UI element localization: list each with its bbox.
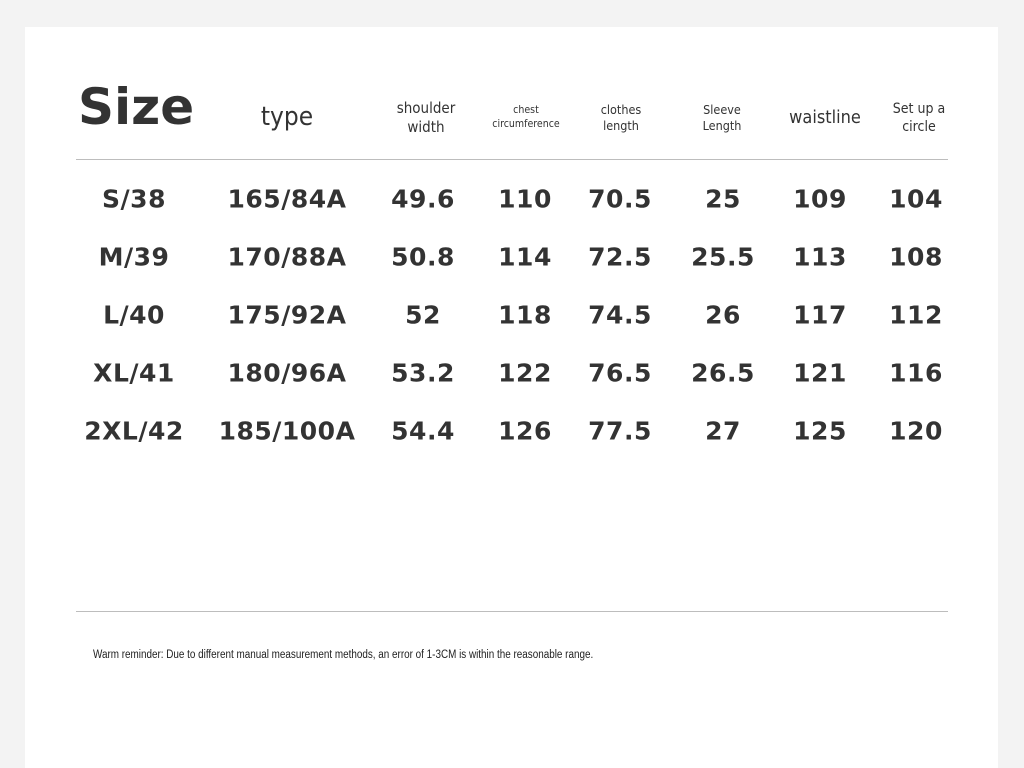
table-cell: 175/92A [227, 300, 347, 330]
table-cell: 116 [889, 358, 943, 388]
header-rule [76, 159, 948, 160]
table-cell: 25 [705, 184, 741, 214]
table-cell: 70.5 [588, 184, 652, 214]
header-line: shoulder [396, 98, 456, 117]
column-header: type [261, 101, 313, 135]
table-cell: 108 [889, 242, 943, 272]
table-cell: 114 [498, 242, 552, 272]
table-cell: 2XL/42 [84, 416, 184, 446]
table-cell: 109 [793, 184, 847, 214]
table-cell: 27 [705, 416, 741, 446]
table-cell: 112 [889, 300, 943, 330]
table-cell: 53.2 [391, 358, 455, 388]
table-cell: 125 [793, 416, 847, 446]
header-line: Sleeve [703, 101, 741, 117]
header-line: clothes [600, 101, 642, 117]
table-cell: 185/100A [218, 416, 356, 446]
table-cell: 26 [705, 300, 741, 330]
column-header: shoulder width [397, 99, 456, 138]
table-cell: 118 [498, 300, 552, 330]
column-header: chest circumference [492, 104, 559, 131]
table-cell: L/40 [103, 300, 165, 330]
table-cell: 52 [405, 300, 441, 330]
size-title: Size [78, 78, 195, 136]
header-line: waistline [789, 107, 861, 129]
table-cell: 50.8 [391, 242, 455, 272]
header-line: chest [513, 104, 539, 117]
table-cell: S/38 [102, 184, 166, 214]
table-cell: 77.5 [588, 416, 652, 446]
table-cell: 117 [793, 300, 847, 330]
column-header: waistline [789, 106, 861, 129]
table-cell: 76.5 [588, 358, 652, 388]
card [25, 27, 998, 768]
table-cell: 49.6 [391, 184, 455, 214]
header-line: Set up a [892, 100, 946, 117]
table-cell: XL/41 [93, 358, 175, 388]
table-cell: 54.4 [391, 416, 455, 446]
table-cell: 104 [889, 184, 943, 214]
table-cell: 120 [889, 416, 943, 446]
table-cell: 121 [793, 358, 847, 388]
table-cell: 74.5 [588, 300, 652, 330]
table-cell: 180/96A [227, 358, 347, 388]
table-cell: 170/88A [227, 242, 347, 272]
table-cell: 165/84A [227, 184, 347, 214]
header-line: type [260, 102, 314, 133]
table-cell: 122 [498, 358, 552, 388]
table-cell: 25.5 [691, 242, 755, 272]
footer-rule [76, 611, 948, 612]
header-line: Length [702, 118, 742, 133]
column-header: clothes length [601, 102, 642, 135]
header-line: circle [902, 119, 936, 135]
column-header: Set up a circle [893, 100, 945, 136]
table-cell: 110 [498, 184, 552, 214]
header-line: circumference [492, 118, 560, 130]
table-cell: M/39 [98, 242, 170, 272]
table-cell: 72.5 [588, 242, 652, 272]
table-cell: 26.5 [691, 358, 755, 388]
reminder-note: Warm reminder: Due to different manual m… [93, 649, 594, 661]
table-cell: 126 [498, 416, 552, 446]
table-cell: 113 [793, 242, 847, 272]
header-line: width [407, 118, 445, 136]
column-header: Sleeve Length [703, 102, 742, 135]
header-line: length [603, 118, 639, 133]
